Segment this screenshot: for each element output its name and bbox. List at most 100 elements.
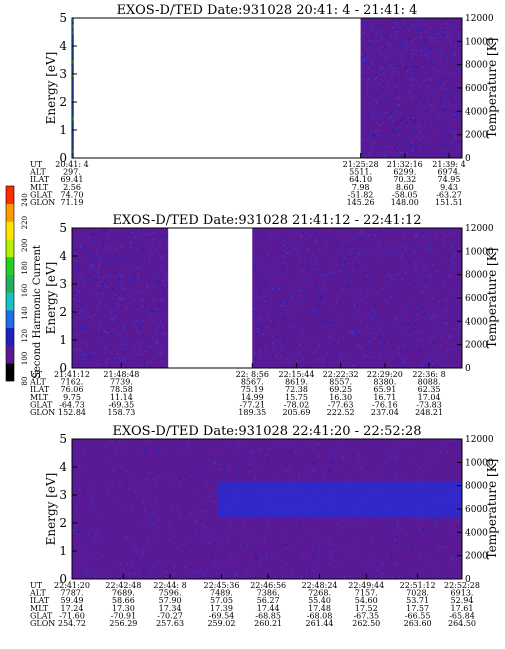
- spectrogram-pixel: [436, 97, 439, 100]
- spectrogram-pixel: [417, 339, 420, 342]
- spectrogram-pixel: [239, 543, 241, 545]
- spectrogram-pixel: [395, 456, 397, 458]
- colorbar-segment: [6, 292, 14, 311]
- spectrogram-pixel: [362, 121, 365, 123]
- spectrogram-pixel: [407, 279, 410, 282]
- spectrogram-pixel: [440, 78, 443, 81]
- spectrogram-pixel: [104, 330, 106, 333]
- spectrogram-pixel: [437, 70, 439, 73]
- y-axis-label: Energy [eV]: [44, 262, 58, 335]
- spectrogram-pixel: [310, 364, 312, 366]
- spectrogram-pixel: [336, 522, 338, 524]
- spectrogram-pixel: [315, 468, 317, 470]
- spectrogram-pixel: [264, 522, 267, 524]
- spectrogram-pixel: [77, 231, 80, 234]
- spectrogram-pixel: [72, 19, 74, 22]
- spectrogram-pixel: [237, 471, 240, 474]
- spectrogram-pixel: [407, 256, 410, 259]
- spectrogram-pixel: [335, 245, 337, 247]
- spectrogram-pixel: [138, 348, 140, 350]
- spectrogram-pixel: [310, 297, 313, 299]
- spectrogram-pixel: [368, 136, 370, 139]
- spectrogram-pixel: [328, 469, 330, 472]
- spectrogram-pixel: [148, 233, 151, 235]
- spectrogram-pixel: [451, 520, 454, 522]
- spectrogram-pixel: [433, 328, 436, 331]
- spectrogram-pixel: [421, 343, 423, 346]
- spectrogram-pixel: [254, 267, 256, 269]
- spectrogram-pixel: [156, 296, 159, 299]
- spectrogram-pixel: [150, 360, 153, 363]
- spectrogram-pixel: [309, 309, 312, 311]
- spectrogram-pixel: [129, 487, 132, 489]
- spectrogram-pixel: [134, 319, 136, 322]
- y2-tick-label: 0: [465, 364, 471, 374]
- spectrogram-pixel: [427, 18, 429, 20]
- spectrogram-pixel: [433, 37, 435, 39]
- spectrogram-pixel: [430, 89, 433, 91]
- spectrogram-pixel: [104, 446, 106, 448]
- spectrogram-pixel: [404, 112, 406, 114]
- spectrogram-pixel: [365, 61, 367, 64]
- spectrogram-pixel: [418, 109, 420, 111]
- spectrogram-pixel: [262, 349, 265, 351]
- spectrogram-pixel: [382, 111, 384, 113]
- spectrogram-pixel: [132, 232, 134, 234]
- spectrogram-pixel: [374, 558, 376, 561]
- spectrogram-pixel: [249, 530, 251, 532]
- spectrogram-pixel: [338, 259, 341, 261]
- spectrogram-pixel: [90, 293, 93, 296]
- spectrogram-pixel: [382, 241, 385, 243]
- spectrogram-pixel: [425, 359, 427, 361]
- spectrogram-pixel: [447, 25, 449, 28]
- spectrogram-pixel: [426, 276, 428, 278]
- spectrogram-pixel: [227, 445, 229, 447]
- spectrogram-pixel: [397, 98, 400, 100]
- spectrogram-pixel: [317, 447, 320, 449]
- spectrogram-pixel: [423, 129, 426, 131]
- spectrogram-pixel: [452, 248, 454, 250]
- spectrogram-pixel: [369, 354, 372, 357]
- spectrogram-pixel: [373, 317, 376, 320]
- spectrogram-pixel: [423, 365, 426, 367]
- spectrogram-pixel: [342, 558, 345, 560]
- spectrogram-pixel: [348, 338, 350, 341]
- spectrogram-pixel: [129, 545, 131, 547]
- spectrogram-pixel: [102, 336, 105, 339]
- spectrogram-pixel: [373, 87, 376, 89]
- spectrogram-pixel: [422, 454, 425, 457]
- spectrogram-pixel: [80, 353, 82, 356]
- spectrogram-pixel: [247, 567, 249, 570]
- spectrogram-pixel: [89, 311, 92, 314]
- spectrogram-pixel: [278, 444, 281, 447]
- spectrogram-pixel: [333, 476, 335, 479]
- spectrogram-pixel: [420, 230, 423, 232]
- spectrogram-pixel: [323, 547, 325, 549]
- spectrogram-pixel: [440, 327, 443, 330]
- spectrogram-pixel: [401, 79, 404, 82]
- spectrogram-pixel: [361, 154, 363, 156]
- spectrogram-pixel: [152, 255, 154, 257]
- spectrogram-pixel: [352, 364, 354, 367]
- orbit-cell: 17.39: [210, 604, 233, 613]
- spectrogram-pixel: [248, 469, 250, 471]
- spectrogram-pixel: [361, 116, 364, 119]
- spectrogram-pixel: [409, 324, 411, 327]
- spectrogram-pixel: [380, 542, 383, 544]
- spectrogram-pixel: [81, 323, 83, 326]
- spectrogram-pixel: [162, 532, 165, 534]
- orbit-cell: 52.94: [451, 596, 474, 605]
- spectrogram-pixel: [138, 228, 140, 231]
- spectrogram-pixel: [396, 315, 398, 318]
- spectrogram-pixel: [234, 573, 237, 576]
- spectrogram-pixel: [311, 347, 313, 350]
- spectrogram-pixel: [402, 284, 405, 286]
- spectrogram-pixel: [449, 128, 452, 130]
- spectrogram-pixel: [446, 308, 449, 310]
- spectrogram-pixel: [385, 230, 388, 232]
- spectrogram-pixel: [443, 285, 446, 287]
- orbit-cell: 7739.: [110, 378, 133, 387]
- spectrogram-pixel: [451, 91, 453, 94]
- spectrogram-pixel: [235, 539, 238, 541]
- spectrogram-pixel: [293, 353, 296, 355]
